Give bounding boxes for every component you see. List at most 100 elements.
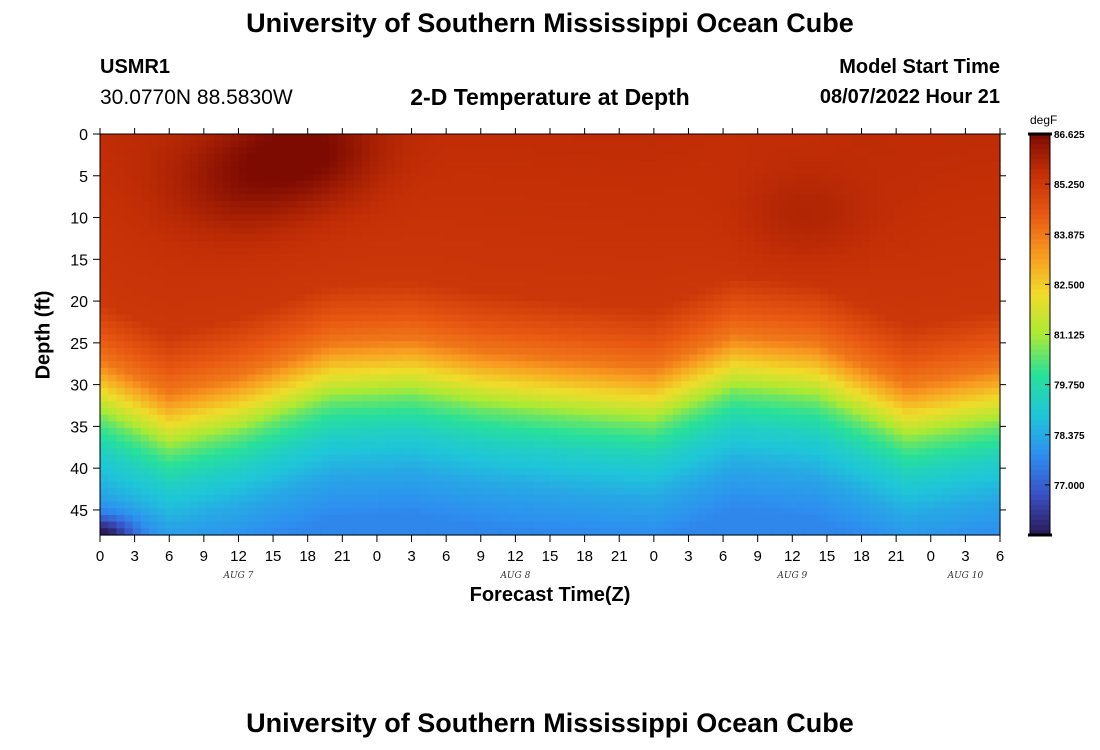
- heatmap-cell: [353, 401, 363, 409]
- heatmap-cell: [214, 254, 224, 262]
- heatmap-cell: [582, 274, 592, 282]
- heatmap-cell: [582, 374, 592, 382]
- heatmap-cell: [108, 307, 117, 316]
- heatmap-cell: [247, 281, 257, 289]
- heatmap-cell: [247, 240, 257, 249]
- heatmap-cell: [435, 160, 445, 169]
- heatmap-cell: [631, 140, 641, 148]
- heatmap-cell: [361, 180, 371, 189]
- heatmap-cell: [345, 434, 355, 443]
- heatmap-cell: [754, 301, 764, 309]
- heatmap-cell: [492, 528, 502, 536]
- heatmap-cell: [492, 327, 502, 336]
- heatmap-cell: [754, 167, 764, 175]
- heatmap-cell: [410, 247, 420, 255]
- heatmap-cell: [697, 154, 707, 162]
- heatmap-cell: [230, 187, 240, 195]
- heatmap-cell: [746, 167, 756, 175]
- heatmap-cell: [239, 301, 248, 309]
- heatmap-cell: [738, 214, 747, 222]
- heatmap-cell: [541, 281, 551, 289]
- heatmap-cell: [476, 508, 486, 516]
- heatmap-cell: [517, 240, 527, 249]
- heatmap-cell: [730, 494, 739, 503]
- heatmap-cell: [296, 321, 306, 329]
- heatmap-cell: [361, 301, 371, 309]
- heatmap-cell: [378, 408, 387, 416]
- heatmap-cell: [623, 501, 633, 509]
- heatmap-cell: [165, 307, 175, 316]
- heatmap-cell: [476, 387, 486, 396]
- heatmap-cell: [206, 528, 216, 536]
- heatmap-cell: [664, 508, 674, 516]
- heatmap-cell: [230, 408, 240, 416]
- heatmap-cell: [443, 180, 453, 189]
- heatmap-cell: [140, 180, 150, 189]
- heatmap-cell: [443, 301, 453, 309]
- heatmap-cell: [770, 508, 780, 516]
- heatmap-cell: [329, 367, 338, 376]
- heatmap-cell: [100, 260, 109, 269]
- heatmap-cell: [730, 227, 739, 235]
- heatmap-cell: [607, 408, 617, 416]
- heatmap-cell: [140, 301, 150, 309]
- heatmap-cell: [664, 334, 674, 342]
- heatmap-cell: [713, 307, 723, 316]
- heatmap-cell: [100, 461, 109, 469]
- heatmap-cell: [574, 481, 584, 489]
- heatmap-cell: [181, 334, 191, 342]
- heatmap-cell: [713, 401, 723, 409]
- heatmap-cell: [165, 180, 175, 189]
- heatmap-cell: [271, 267, 281, 275]
- heatmap-cell: [599, 194, 608, 202]
- heatmap-cell: [599, 220, 608, 229]
- heatmap-cell: [754, 274, 764, 282]
- heatmap-cell: [460, 488, 469, 496]
- heatmap-cell: [705, 428, 715, 436]
- heatmap-cell: [468, 321, 477, 329]
- heatmap-cell: [255, 347, 265, 356]
- heatmap-cell: [721, 354, 731, 362]
- heatmap-cell: [427, 260, 437, 269]
- heatmap-cell: [263, 334, 273, 342]
- heatmap-cell: [443, 187, 453, 195]
- heatmap-cell: [680, 367, 690, 376]
- heatmap-cell: [263, 461, 273, 469]
- heatmap-cell: [705, 147, 715, 155]
- heatmap-cell: [320, 207, 330, 215]
- heatmap-cell: [500, 528, 510, 536]
- heatmap-cell: [394, 140, 404, 148]
- heatmap-cell: [517, 307, 527, 316]
- heatmap-cell: [165, 414, 175, 422]
- heatmap-cell: [746, 134, 756, 142]
- heatmap-cell: [500, 468, 510, 476]
- heatmap-cell: [730, 154, 739, 162]
- heatmap-cell: [116, 281, 126, 289]
- heatmap-cell: [296, 347, 306, 356]
- heatmap-cell: [599, 381, 608, 389]
- heatmap-cell: [230, 207, 240, 215]
- heatmap-cell: [427, 421, 437, 429]
- heatmap-cell: [566, 227, 576, 235]
- heatmap-cell: [566, 347, 576, 356]
- heatmap-cell: [762, 287, 772, 295]
- heatmap-cell: [100, 361, 109, 369]
- heatmap-cell: [132, 501, 142, 509]
- heatmap-cell: [451, 227, 461, 235]
- heatmap-cell: [108, 387, 117, 396]
- heatmap-cell: [713, 214, 723, 222]
- heatmap-cell: [124, 408, 134, 416]
- heatmap-cell: [541, 134, 551, 142]
- heatmap-cell: [181, 408, 191, 416]
- heatmap-cell: [419, 488, 428, 496]
- heatmap-cell: [255, 474, 265, 483]
- heatmap-cell: [705, 394, 715, 402]
- heatmap-cell: [656, 414, 666, 422]
- heatmap-cell: [738, 434, 747, 443]
- heatmap-cell: [247, 247, 257, 255]
- heatmap-cell: [705, 514, 715, 523]
- heatmap-cell: [149, 134, 158, 142]
- heatmap-cell: [730, 147, 739, 155]
- heatmap-cell: [247, 267, 257, 275]
- heatmap-cell: [206, 374, 216, 382]
